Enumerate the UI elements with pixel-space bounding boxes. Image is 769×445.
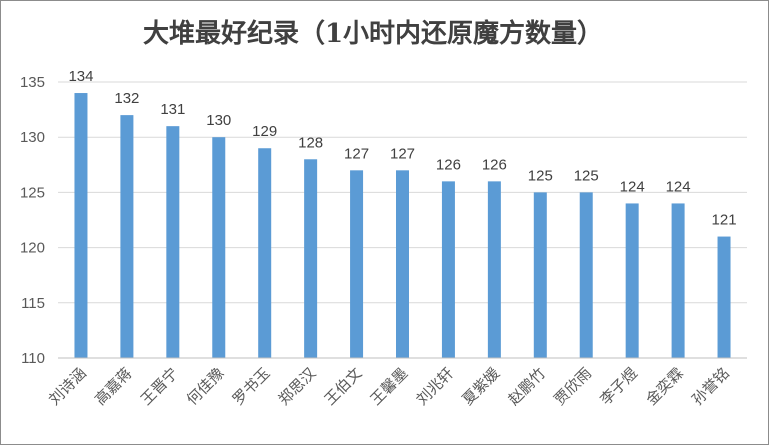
x-tick-label: 赵鹏竹 — [505, 364, 550, 409]
bar-郑思汉 — [304, 159, 318, 358]
data-label: 134 — [68, 68, 93, 85]
x-tick-label: 高嘉蒋 — [91, 364, 136, 409]
bar-李子煜 — [625, 203, 639, 358]
bar-赵鹏竹 — [533, 192, 547, 358]
y-tick-label: 130 — [20, 129, 45, 146]
bar-王馨墨 — [396, 170, 409, 358]
data-label: 125 — [528, 167, 553, 184]
x-tick-label: 何佳豫 — [183, 364, 228, 409]
data-labels: 134 132 131 130 129 128 127 127 126 126 125 125 124 1… — [68, 68, 736, 229]
x-tick-label: 刘诗涵 — [45, 364, 90, 409]
x-tick-label: 王馨墨 — [367, 364, 412, 409]
bar-孙誉铭 — [717, 236, 731, 358]
y-tick-label: 125 — [20, 184, 45, 201]
y-axis-tick-labels: 110 115 120 125 130 135 — [20, 74, 45, 367]
x-tick-label: 郑思汉 — [275, 364, 320, 409]
bar-罗书玉 — [258, 148, 272, 358]
bar-何佳豫 — [212, 137, 226, 358]
data-label: 126 — [436, 156, 461, 173]
x-tick-label: 王晋宁 — [137, 364, 182, 409]
y-tick-label: 135 — [20, 74, 45, 91]
x-tick-label: 孙誉铭 — [688, 364, 733, 409]
bar-高嘉蒋 — [120, 115, 134, 359]
data-label: 126 — [482, 156, 507, 173]
data-label: 130 — [206, 112, 231, 129]
data-label: 124 — [620, 178, 645, 195]
data-label: 127 — [344, 145, 369, 162]
y-tick-label: 120 — [20, 240, 45, 257]
bar-王晋宁 — [166, 126, 180, 358]
x-tick-label: 罗书玉 — [229, 364, 274, 409]
y-tick-label: 110 — [21, 350, 45, 367]
data-label: 128 — [298, 134, 323, 151]
data-label: 121 — [712, 212, 737, 229]
x-tick-label: 贾欣雨 — [551, 364, 596, 409]
bars — [74, 93, 731, 359]
x-tick-label: 金奕霖 — [642, 364, 687, 409]
bar-刘诗涵 — [74, 93, 88, 358]
data-label: 125 — [574, 167, 599, 184]
data-label: 131 — [160, 101, 185, 118]
data-label: 127 — [390, 145, 415, 162]
x-axis-tick-labels: 刘诗涵 高嘉蒋 王晋宁 何佳豫 罗书玉 郑思汉 王伯文 王馨墨 刘兆轩 夏紫媛 赵鹏竹 贾欣雨 李子煜金… — [45, 364, 733, 409]
x-tick-label: 刘兆轩 — [413, 364, 458, 409]
data-label: 124 — [666, 178, 691, 195]
x-tick-label: 夏紫媛 — [459, 364, 504, 409]
bar-王伯文 — [350, 170, 364, 358]
bar-夏紫媛 — [487, 181, 501, 358]
data-label: 132 — [114, 90, 139, 107]
chart-title: 大堆最好纪录（1小时内还原魔方数量） — [143, 18, 603, 49]
bar-金奕霖 — [671, 203, 685, 358]
bar-刘兆轩 — [441, 181, 455, 358]
y-tick-label: 115 — [21, 295, 45, 312]
x-tick-label: 王伯文 — [321, 364, 366, 409]
bar-贾欣雨 — [579, 192, 593, 358]
x-tick-label: 李子煜 — [596, 364, 641, 409]
data-label: 129 — [252, 123, 277, 140]
